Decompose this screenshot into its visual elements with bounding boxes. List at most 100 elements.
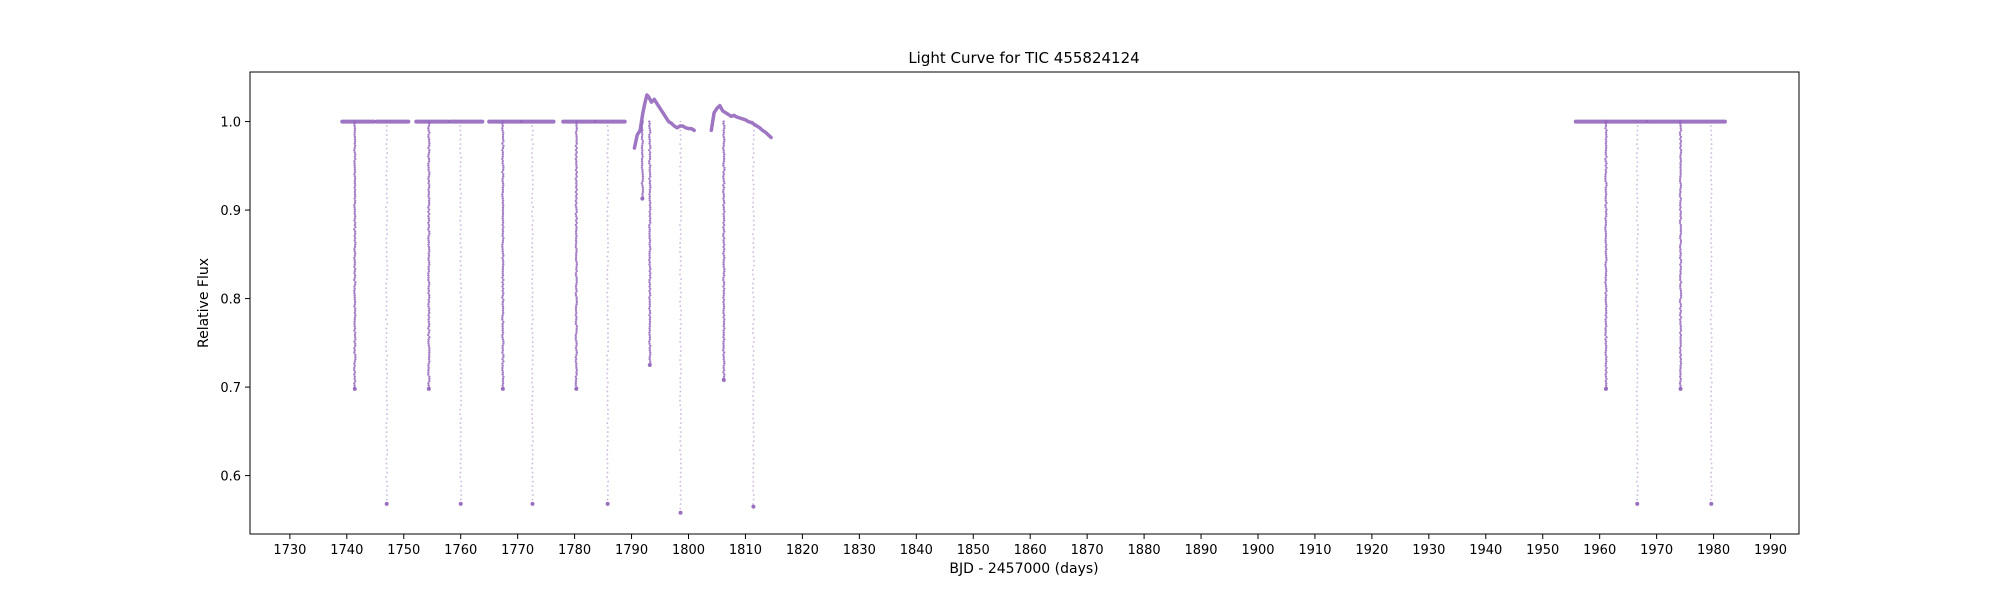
flux-point <box>502 136 504 138</box>
flux-point <box>427 228 429 230</box>
flux-point <box>1637 364 1639 366</box>
flux-point <box>428 171 430 173</box>
flux-point <box>606 292 608 294</box>
flux-point <box>531 202 533 204</box>
flux-point <box>354 237 356 239</box>
flux-point <box>649 239 651 241</box>
flux-point <box>607 427 609 429</box>
x-tick-label: 1800 <box>672 543 705 558</box>
flux-point <box>723 145 725 147</box>
flux-point <box>680 467 682 469</box>
flux-point <box>501 127 503 129</box>
flux-point <box>679 251 681 253</box>
flux-point <box>427 127 429 129</box>
flux-point <box>531 229 533 231</box>
flux-point <box>354 334 356 336</box>
flux-point <box>723 294 725 296</box>
flux-point <box>354 255 356 257</box>
flux-point <box>722 222 724 224</box>
flux-point <box>353 305 355 307</box>
flux-point <box>1679 158 1681 160</box>
flux-point <box>532 350 534 352</box>
flux-point <box>1711 467 1713 469</box>
flux-point <box>460 256 462 258</box>
flux-point <box>1605 235 1607 237</box>
flux-point <box>1605 354 1607 356</box>
flux-point <box>575 230 577 232</box>
flux-point <box>1710 395 1712 397</box>
flux-point <box>575 307 577 309</box>
flux-point <box>722 277 724 279</box>
flux-point <box>1636 418 1638 420</box>
flux-point <box>722 233 724 235</box>
flux-point <box>607 436 609 438</box>
flux-point <box>502 307 504 309</box>
flux-point <box>532 341 534 343</box>
flux-point <box>1636 463 1638 465</box>
flux-point <box>1679 371 1681 373</box>
flux-point <box>531 170 533 172</box>
flux-point <box>1605 261 1607 263</box>
flux-point <box>607 328 609 330</box>
flux-point <box>607 215 609 217</box>
flux-point <box>501 290 503 292</box>
flux-point <box>680 431 682 433</box>
flux-point <box>723 186 725 188</box>
flux-point <box>460 238 462 240</box>
flux-point <box>459 242 461 244</box>
flux-point <box>1711 445 1713 447</box>
flux-point <box>1680 345 1682 347</box>
flux-point <box>722 310 724 312</box>
flux-point <box>680 337 682 339</box>
flux-point <box>386 152 388 154</box>
flux-point <box>502 294 504 296</box>
flux-point <box>354 281 356 283</box>
flux-point <box>460 134 462 136</box>
flux-point <box>428 296 430 298</box>
flux-point <box>354 270 356 272</box>
flux-point <box>607 283 609 285</box>
flux-point <box>1605 222 1607 224</box>
flux-point <box>502 151 504 153</box>
flux-point <box>1710 323 1712 325</box>
flux-point <box>1605 184 1607 186</box>
dip-minimum-point <box>501 387 505 391</box>
flux-point <box>753 337 755 339</box>
flux-point <box>502 241 504 243</box>
flux-point <box>648 255 650 257</box>
flux-point <box>532 386 534 388</box>
flux-point <box>723 288 725 290</box>
flux-point <box>722 329 724 331</box>
flux-point <box>354 158 356 160</box>
flux-point <box>385 476 387 478</box>
flux-point <box>606 458 608 460</box>
flux-point <box>723 167 725 169</box>
flux-point <box>428 123 430 125</box>
flux-point <box>642 120 644 122</box>
flux-point <box>575 228 577 230</box>
flux-point <box>575 288 577 290</box>
flux-point <box>752 395 754 397</box>
flux-point <box>1636 296 1638 298</box>
flux-point <box>428 281 430 283</box>
flux-point <box>460 395 462 397</box>
flux-point <box>501 325 503 327</box>
flux-point <box>354 131 356 133</box>
y-tick-label: 0.9 <box>220 204 241 219</box>
dip-minimum-point <box>648 363 652 367</box>
flux-point <box>1605 123 1607 125</box>
flux-point <box>502 233 504 235</box>
flux-point <box>353 321 355 323</box>
flux-point <box>502 340 504 342</box>
flux-point <box>753 350 755 352</box>
flux-point <box>460 337 462 339</box>
flux-point <box>576 222 578 224</box>
flux-point <box>723 290 725 292</box>
flux-point <box>649 222 651 224</box>
dip-minimum-point <box>353 387 357 391</box>
flux-point <box>1710 215 1712 217</box>
flux-point <box>1636 323 1638 325</box>
flux-point <box>606 314 608 316</box>
flux-point <box>723 327 725 329</box>
flux-point <box>1710 296 1712 298</box>
